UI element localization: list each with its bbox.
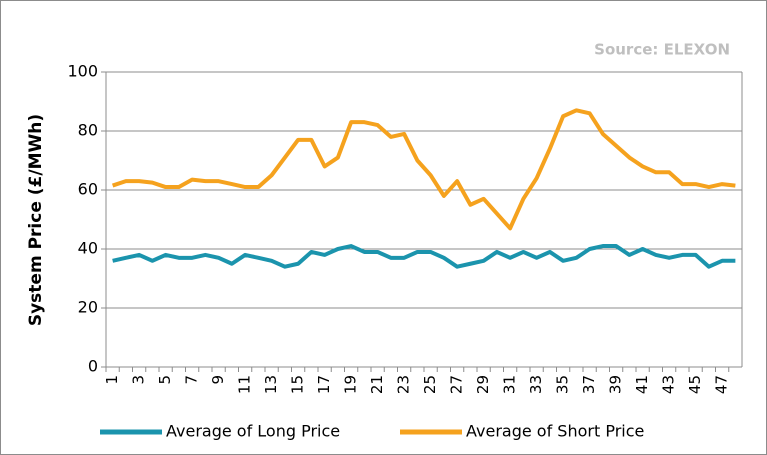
x-tick-label: 27 [448, 375, 466, 394]
x-tick-label: 43 [660, 375, 678, 394]
x-tick-label: 7 [183, 375, 201, 385]
x-tick-label: 33 [527, 375, 545, 394]
x-tick-label: 5 [156, 375, 174, 385]
x-tick-label: 41 [633, 375, 651, 394]
x-tick-label: 9 [209, 375, 227, 385]
legend-label: Average of Short Price [466, 422, 644, 441]
x-tick-label: 37 [580, 375, 598, 394]
x-tick-label: 17 [315, 375, 333, 394]
y-tick-label: 40 [78, 239, 98, 258]
x-tick-label: 13 [262, 375, 280, 394]
annotation: Source: ELEXON [594, 41, 730, 59]
x-tick-label: 39 [607, 375, 625, 394]
x-tick-label: 11 [236, 375, 254, 394]
y-tick-label: 80 [78, 121, 98, 140]
x-tick-label: 21 [368, 375, 386, 394]
x-tick-label: 25 [421, 375, 439, 394]
x-tick-label: 15 [289, 375, 307, 394]
x-tick-label: 35 [554, 375, 572, 394]
y-tick-label: 100 [67, 62, 98, 81]
x-tick-label: 29 [474, 375, 492, 394]
x-tick-label: 19 [342, 375, 360, 394]
x-tick-label: 23 [395, 375, 413, 394]
y-tick-label: 20 [78, 298, 98, 317]
legend-label: Average of Long Price [166, 422, 340, 441]
y-tick-label: 60 [78, 180, 98, 199]
y-axis-title: System Price (£/MWh) [26, 114, 46, 326]
series-line [111, 108, 736, 231]
x-tick-label: 3 [130, 375, 148, 385]
y-tick-label: 0 [88, 357, 98, 376]
x-tick-label: 1 [103, 375, 121, 385]
x-tick-label: 47 [713, 375, 731, 394]
series-line [112, 244, 736, 269]
x-tick-label: 31 [501, 375, 519, 394]
x-tick-label: 45 [686, 375, 704, 394]
